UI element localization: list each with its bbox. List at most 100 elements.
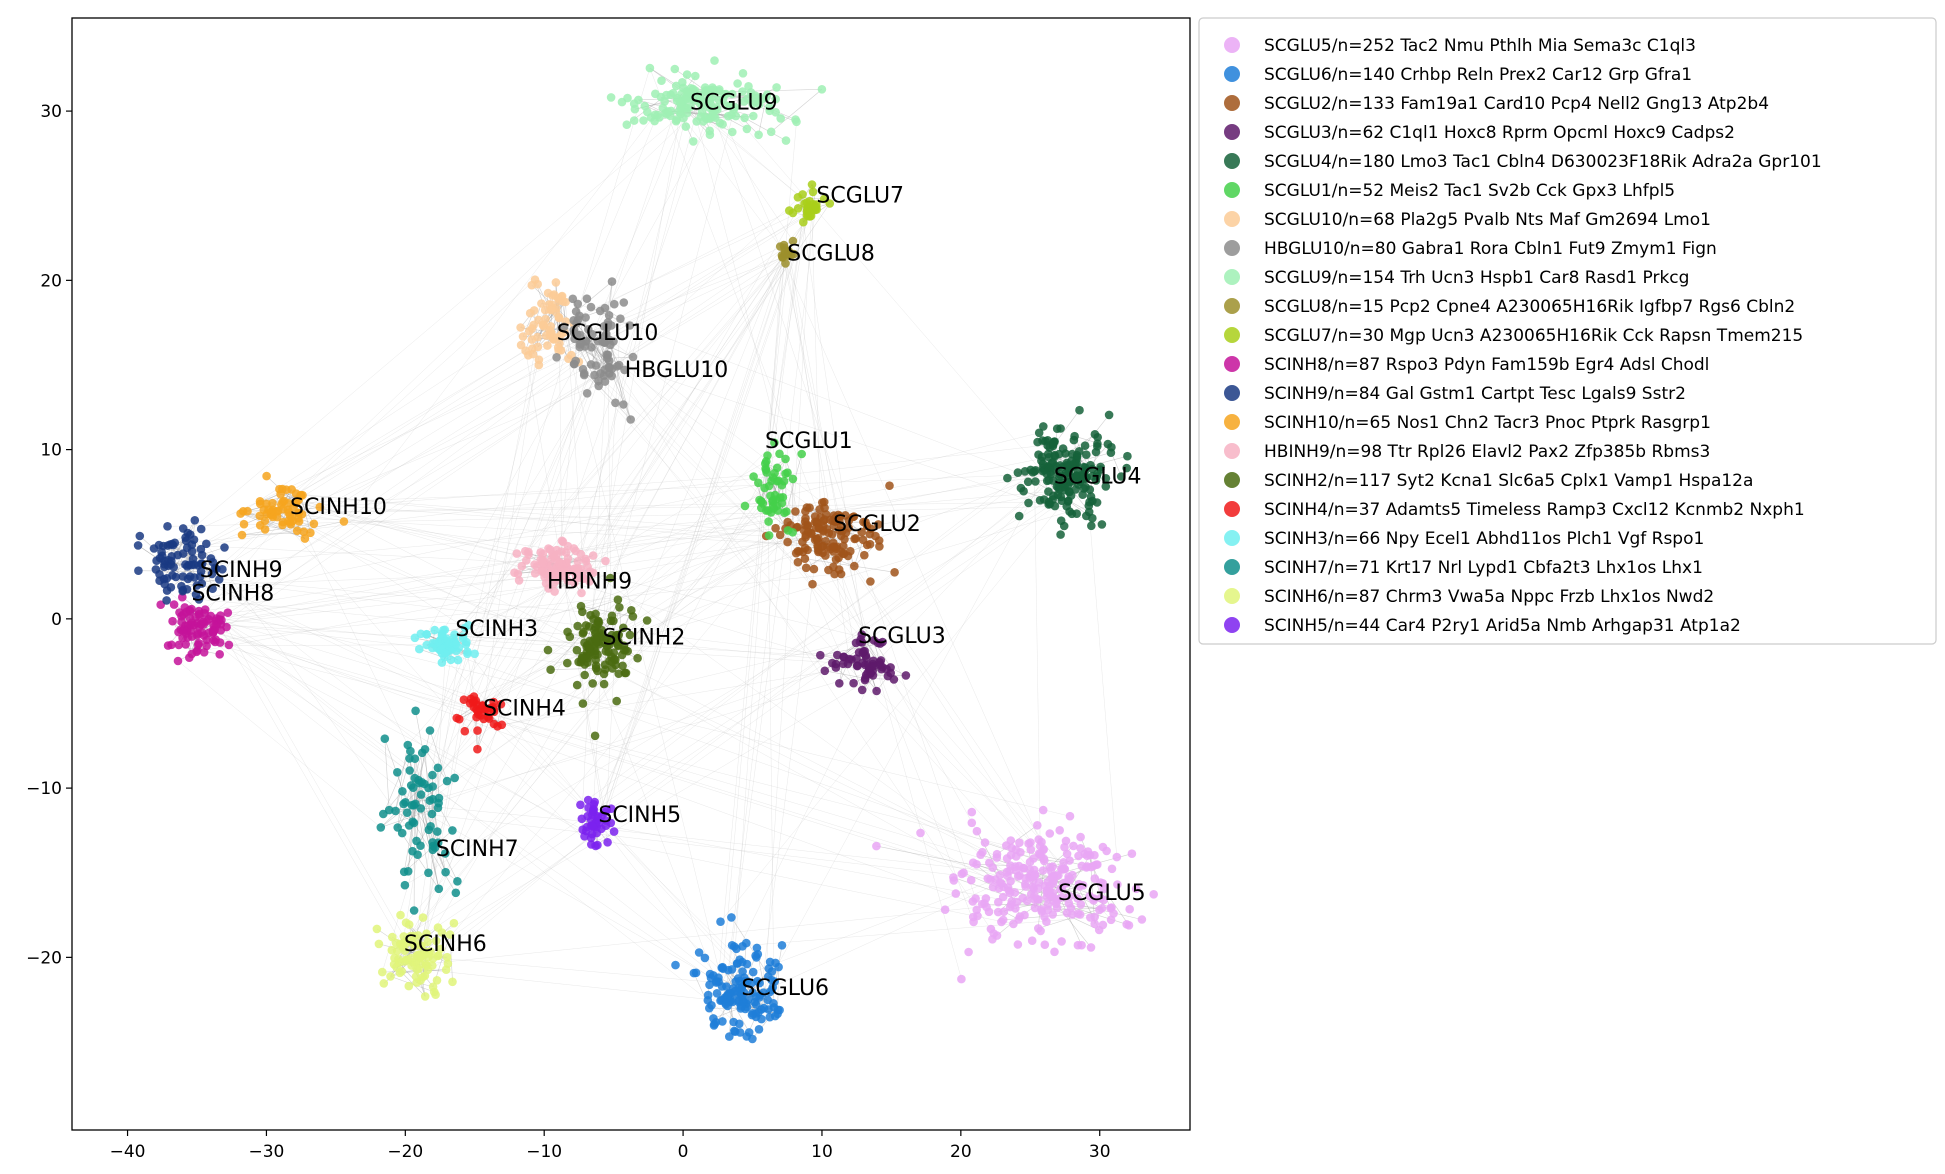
point-scinh9 bbox=[208, 584, 217, 593]
cluster-label-scinh6: SCINH6 bbox=[404, 932, 487, 957]
point-scglu6 bbox=[738, 967, 747, 976]
point-scinh3 bbox=[415, 644, 424, 654]
point-scglu4 bbox=[1056, 492, 1066, 502]
point-scinh7 bbox=[391, 806, 400, 816]
point-scglu6 bbox=[709, 1014, 718, 1023]
edge bbox=[477, 346, 539, 750]
edge bbox=[198, 480, 779, 600]
point-scinh7 bbox=[410, 754, 420, 763]
edge bbox=[404, 469, 1101, 886]
point-scinh4 bbox=[473, 707, 483, 716]
point-scinh3 bbox=[437, 630, 447, 640]
point-scinh3 bbox=[451, 639, 461, 649]
cell-edges bbox=[137, 67, 1142, 1040]
point-scglu9 bbox=[670, 64, 680, 74]
plot-frame bbox=[71, 17, 1191, 1131]
point-scinh10 bbox=[273, 507, 283, 516]
point-scglu5 bbox=[976, 850, 985, 859]
point-scglu5 bbox=[1076, 832, 1085, 842]
point-scinh9 bbox=[185, 572, 195, 581]
edge bbox=[501, 664, 869, 726]
point-scglu2 bbox=[871, 531, 880, 541]
point-scinh9 bbox=[190, 516, 200, 525]
point-scglu2 bbox=[860, 550, 869, 560]
point-hbinh9 bbox=[588, 551, 598, 560]
legend-marker-scglu9 bbox=[1224, 269, 1240, 285]
edge bbox=[788, 255, 850, 660]
point-scglu9 bbox=[606, 93, 616, 102]
point-scglu6 bbox=[763, 995, 772, 1005]
edge bbox=[765, 251, 789, 471]
point-scinh8 bbox=[208, 626, 218, 636]
legend-marker-scinh10 bbox=[1224, 414, 1240, 430]
point-scglu5 bbox=[988, 863, 997, 872]
cluster-label-scglu6: SCGLU6 bbox=[741, 976, 829, 1001]
point-scinh10 bbox=[299, 527, 309, 536]
edge bbox=[577, 561, 1026, 887]
edge bbox=[168, 573, 835, 646]
edge bbox=[191, 622, 712, 979]
point-scglu1 bbox=[740, 501, 750, 511]
point-scinh9 bbox=[157, 547, 166, 557]
edge bbox=[291, 517, 1031, 876]
point-scglu5 bbox=[1149, 890, 1158, 899]
point-scinh5 bbox=[588, 821, 597, 831]
edge bbox=[758, 517, 821, 1013]
point-scglu2 bbox=[819, 497, 829, 507]
edge bbox=[297, 207, 815, 531]
legend-marker-scglu6 bbox=[1224, 66, 1240, 82]
point-scinh4 bbox=[479, 714, 489, 724]
point-scinh9 bbox=[196, 524, 206, 534]
point-scinh10 bbox=[292, 526, 302, 536]
point-scglu5 bbox=[1026, 845, 1036, 854]
point-scglu7 bbox=[825, 199, 835, 208]
point-scglu4 bbox=[1023, 477, 1033, 487]
point-scglu4 bbox=[1028, 468, 1038, 477]
point-scinh2 bbox=[614, 630, 623, 640]
point-scglu9 bbox=[656, 92, 666, 102]
point-scinh6 bbox=[423, 937, 433, 947]
point-scglu5 bbox=[972, 826, 982, 836]
cluster-label-scglu2: SCGLU2 bbox=[833, 512, 921, 537]
legend-marker-scglu4 bbox=[1224, 153, 1240, 169]
edge bbox=[564, 332, 728, 1007]
point-scglu10 bbox=[527, 280, 537, 290]
point-hbglu10 bbox=[611, 398, 620, 408]
x-tick-label: −30 bbox=[248, 1142, 284, 1162]
point-scglu6 bbox=[755, 990, 765, 1000]
point-scinh8 bbox=[175, 608, 184, 617]
point-scinh4 bbox=[473, 726, 482, 735]
point-scinh10 bbox=[300, 534, 310, 543]
edge bbox=[226, 247, 785, 628]
edge bbox=[734, 917, 1091, 947]
point-scinh4 bbox=[478, 701, 488, 710]
point-scglu10 bbox=[549, 290, 559, 299]
point-scglu3 bbox=[889, 675, 899, 684]
edge bbox=[605, 659, 615, 821]
point-scglu9 bbox=[702, 114, 711, 124]
point-scglu6 bbox=[765, 957, 775, 967]
point-scglu9 bbox=[817, 85, 827, 94]
point-scglu4 bbox=[1096, 462, 1105, 472]
point-scglu5 bbox=[995, 878, 1005, 887]
point-scglu5 bbox=[966, 875, 976, 885]
edge bbox=[581, 315, 610, 819]
edge bbox=[418, 642, 605, 956]
edge bbox=[742, 882, 1001, 1001]
point-scglu9 bbox=[708, 83, 717, 92]
point-hbglu10 bbox=[582, 294, 592, 304]
point-scglu5 bbox=[1068, 870, 1077, 880]
point-scinh9 bbox=[192, 581, 202, 590]
edge bbox=[272, 279, 536, 518]
edge bbox=[1034, 471, 1041, 847]
point-scglu4 bbox=[1106, 448, 1116, 458]
edge bbox=[395, 473, 1098, 944]
legend-entry-scinh6: SCINH6/n=87 Chrm3 Vwa5a Nppc Frzb Lhx1os… bbox=[1264, 587, 1714, 607]
point-hbglu10 bbox=[559, 322, 569, 332]
point-scinh7 bbox=[416, 790, 426, 799]
edge bbox=[482, 485, 770, 706]
point-scinh10 bbox=[236, 509, 245, 518]
point-scinh9 bbox=[162, 596, 171, 605]
point-scglu9 bbox=[695, 99, 705, 108]
point-hbglu10 bbox=[609, 337, 618, 346]
